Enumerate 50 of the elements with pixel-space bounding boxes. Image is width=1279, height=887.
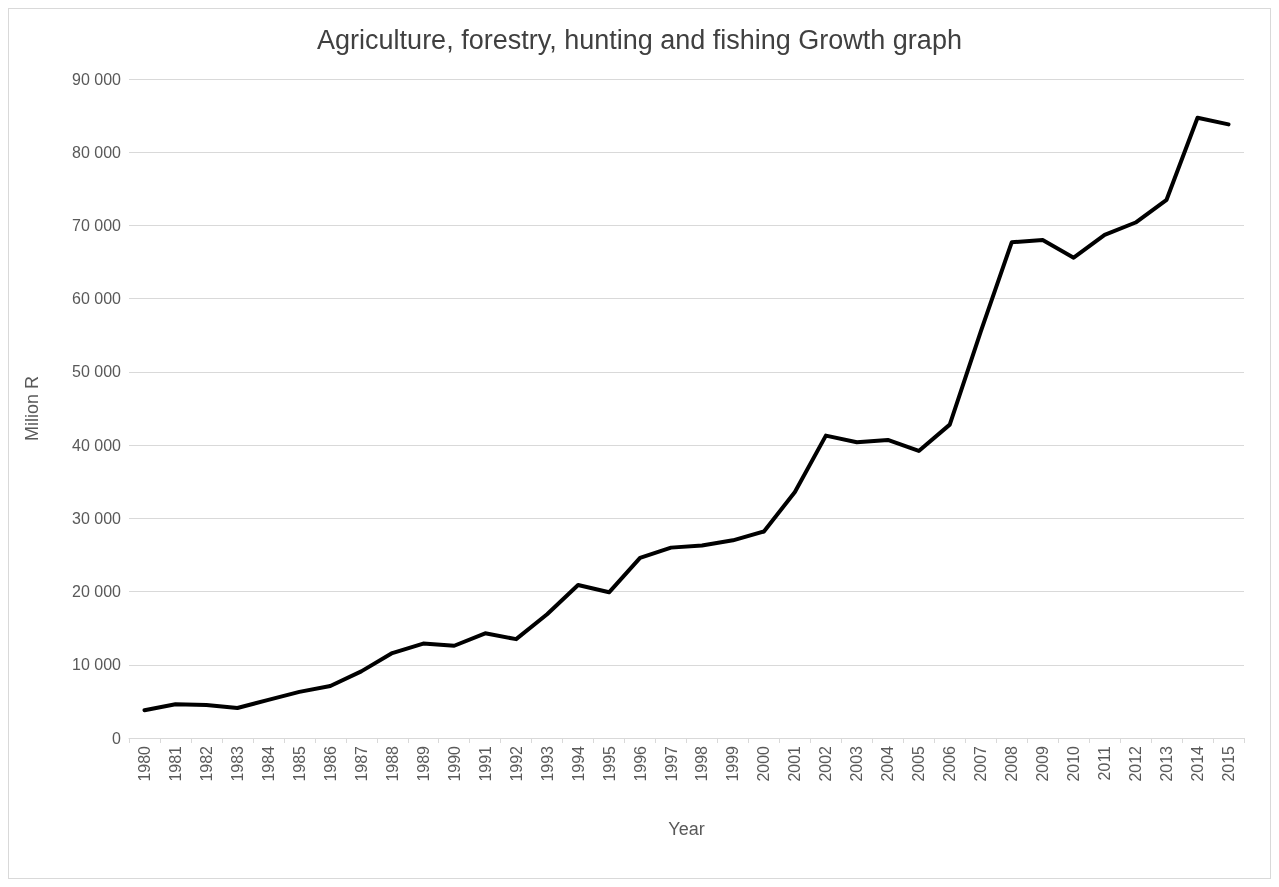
x-tick-label: 1980 [135,745,153,782]
x-tick-label: 2008 [1003,745,1021,782]
x-tick-label: 1996 [631,745,649,782]
y-tick-label: 60 000 [72,290,122,308]
x-tick-label: 1999 [724,745,742,782]
x-tick-label: 2004 [879,745,897,782]
x-tick-label: 1997 [662,745,680,782]
x-tick-label: 2011 [1096,745,1114,781]
y-tick-label: 20 000 [72,583,122,601]
x-tick-label: 1995 [600,745,618,782]
x-tick-label: 2003 [848,745,866,782]
x-tick-label: 1991 [476,745,494,782]
y-tick-label: 90 000 [72,70,122,88]
x-axis-title: Year [668,819,705,839]
chart-title: Agriculture, forestry, hunting and fishing Growth graph [317,24,962,55]
x-tick-label: 1985 [290,745,308,782]
x-tick-label: 2014 [1189,745,1207,782]
y-tick-label: 30 000 [72,509,122,527]
y-axis-title: Milion R [22,375,42,442]
y-tick-label: 10 000 [72,656,122,674]
x-tick-label: 1993 [538,745,556,782]
y-tick-label: 50 000 [72,363,122,381]
x-tick-label: 2007 [972,745,990,782]
x-tick-label: 2009 [1034,745,1052,782]
x-tick-label: 1998 [693,745,711,782]
x-tick-label: 2002 [817,745,835,782]
x-tick-label: 1990 [445,745,463,782]
y-tick-label: 0 [112,729,122,747]
x-tick-label: 1989 [414,745,432,782]
x-tick-label: 1992 [507,745,525,782]
x-tick-label: 2000 [755,745,773,782]
x-tick-label: 1987 [352,745,370,782]
x-tick-label: 2015 [1220,745,1238,782]
x-tick-label: 1982 [197,745,215,782]
x-tick-label: 1994 [569,745,587,782]
x-tick-label: 1984 [259,745,277,782]
y-tick-label: 80 000 [72,143,122,161]
x-tick-label: 1981 [166,745,184,782]
x-tick-label: 1986 [321,745,339,782]
y-tick-label: 40 000 [72,436,122,454]
x-tick-label: 2012 [1127,745,1145,782]
line-series [142,115,1231,713]
x-tick-label: 2010 [1065,745,1083,782]
x-tick-label: 1983 [228,745,246,782]
x-tick-label: 2005 [910,745,928,782]
x-tick-label: 1988 [383,745,401,782]
x-tick-label: 2001 [786,745,804,782]
x-tick-label: 2006 [941,745,959,782]
y-tick-label: 70 000 [72,216,122,234]
x-tick-label: 2013 [1158,745,1176,782]
